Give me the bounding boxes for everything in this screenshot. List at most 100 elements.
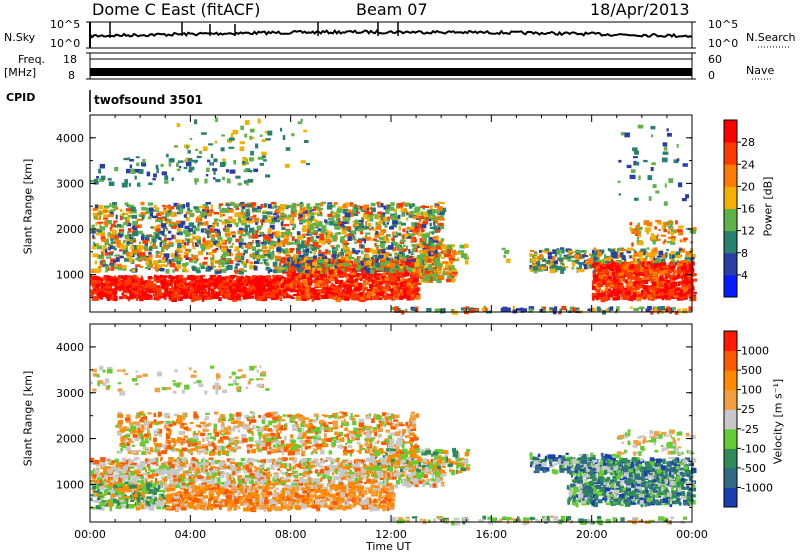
data-cell (209, 241, 214, 247)
data-cell (219, 209, 225, 213)
data-cell (429, 237, 433, 240)
data-cell (410, 259, 416, 262)
data-cell (386, 283, 390, 288)
data-cell (457, 257, 460, 262)
data-cell (160, 163, 164, 167)
data-cell (434, 254, 440, 258)
data-cell (315, 203, 321, 206)
data-cell (265, 266, 271, 271)
data-cell (121, 182, 128, 188)
data-cell (139, 248, 143, 252)
data-cell (114, 275, 117, 279)
data-cell (276, 235, 281, 238)
data-cell (267, 231, 271, 234)
data-cell (159, 274, 163, 279)
data-cell (459, 244, 466, 249)
data-cell (280, 267, 285, 270)
data-cell (400, 282, 405, 287)
data-cell (288, 204, 294, 208)
data-cell (228, 146, 235, 149)
data-cell (394, 252, 399, 256)
data-cell (431, 209, 434, 213)
data-cell (436, 278, 442, 284)
data-cell (274, 232, 277, 237)
data-cell (156, 269, 159, 273)
data-cell (90, 179, 95, 183)
data-cell (239, 291, 242, 296)
data-cell (122, 296, 127, 299)
data-cell (407, 211, 411, 216)
data-cell (124, 234, 130, 240)
data-cell (126, 216, 130, 222)
data-cell (330, 291, 336, 297)
data-cell (399, 265, 404, 270)
data-cell (255, 209, 261, 213)
data-cell (405, 265, 409, 269)
data-cell (397, 276, 401, 282)
data-cell (96, 257, 100, 259)
data-cell (271, 216, 274, 221)
data-cell (379, 288, 384, 293)
data-cell (97, 295, 103, 299)
nsearch-tick-bottom: 10^0 (708, 37, 739, 50)
data-cell (253, 288, 259, 293)
data-cell (320, 232, 326, 236)
data-cell (102, 277, 105, 281)
data-cell (126, 256, 131, 259)
data-cell (134, 278, 138, 282)
data-cell (688, 251, 691, 255)
data-cell (152, 226, 156, 230)
data-cell (370, 261, 374, 266)
data-cell (266, 275, 272, 280)
data-cell (322, 265, 326, 269)
data-cell (552, 256, 556, 261)
data-cell (212, 168, 218, 172)
data-cell (424, 260, 428, 265)
data-cell (539, 253, 543, 258)
data-cell (187, 158, 193, 162)
data-cell (311, 247, 315, 251)
data-cell (178, 282, 183, 285)
data-cell (554, 252, 558, 257)
data-cell (413, 284, 418, 289)
data-cell (118, 232, 124, 237)
data-cell (561, 264, 564, 268)
data-cell (673, 254, 676, 258)
data-cell (192, 230, 196, 235)
data-cell (323, 287, 327, 290)
data-cell (441, 256, 446, 259)
data-cell (201, 132, 207, 135)
data-cell (220, 214, 225, 217)
data-cell (538, 250, 542, 253)
data-cell (434, 270, 438, 276)
data-cell (332, 250, 335, 253)
data-cell (438, 253, 441, 259)
data-cell (238, 227, 243, 231)
data-cell (393, 291, 398, 295)
data-cell (342, 284, 348, 288)
data-cell (617, 260, 623, 264)
data-cell (247, 220, 254, 224)
data-cell (156, 297, 160, 301)
data-cell (248, 286, 251, 291)
data-cell (244, 133, 248, 138)
data-cell (360, 230, 364, 235)
data-cell (437, 263, 443, 268)
data-cell (603, 254, 607, 259)
data-cell (99, 163, 105, 169)
data-cell (327, 202, 333, 205)
data-cell (453, 258, 460, 262)
data-cell (174, 222, 181, 227)
data-cell (653, 247, 658, 252)
data-cell (626, 251, 632, 254)
data-cell (340, 256, 343, 261)
data-cell (549, 266, 554, 269)
data-cell (250, 290, 255, 296)
data-cell (390, 289, 396, 294)
data-cell (98, 265, 102, 269)
data-cell (325, 272, 328, 277)
data-cell (312, 290, 318, 296)
data-cell (148, 257, 153, 261)
data-cell (580, 262, 584, 265)
data-cell (243, 263, 247, 268)
